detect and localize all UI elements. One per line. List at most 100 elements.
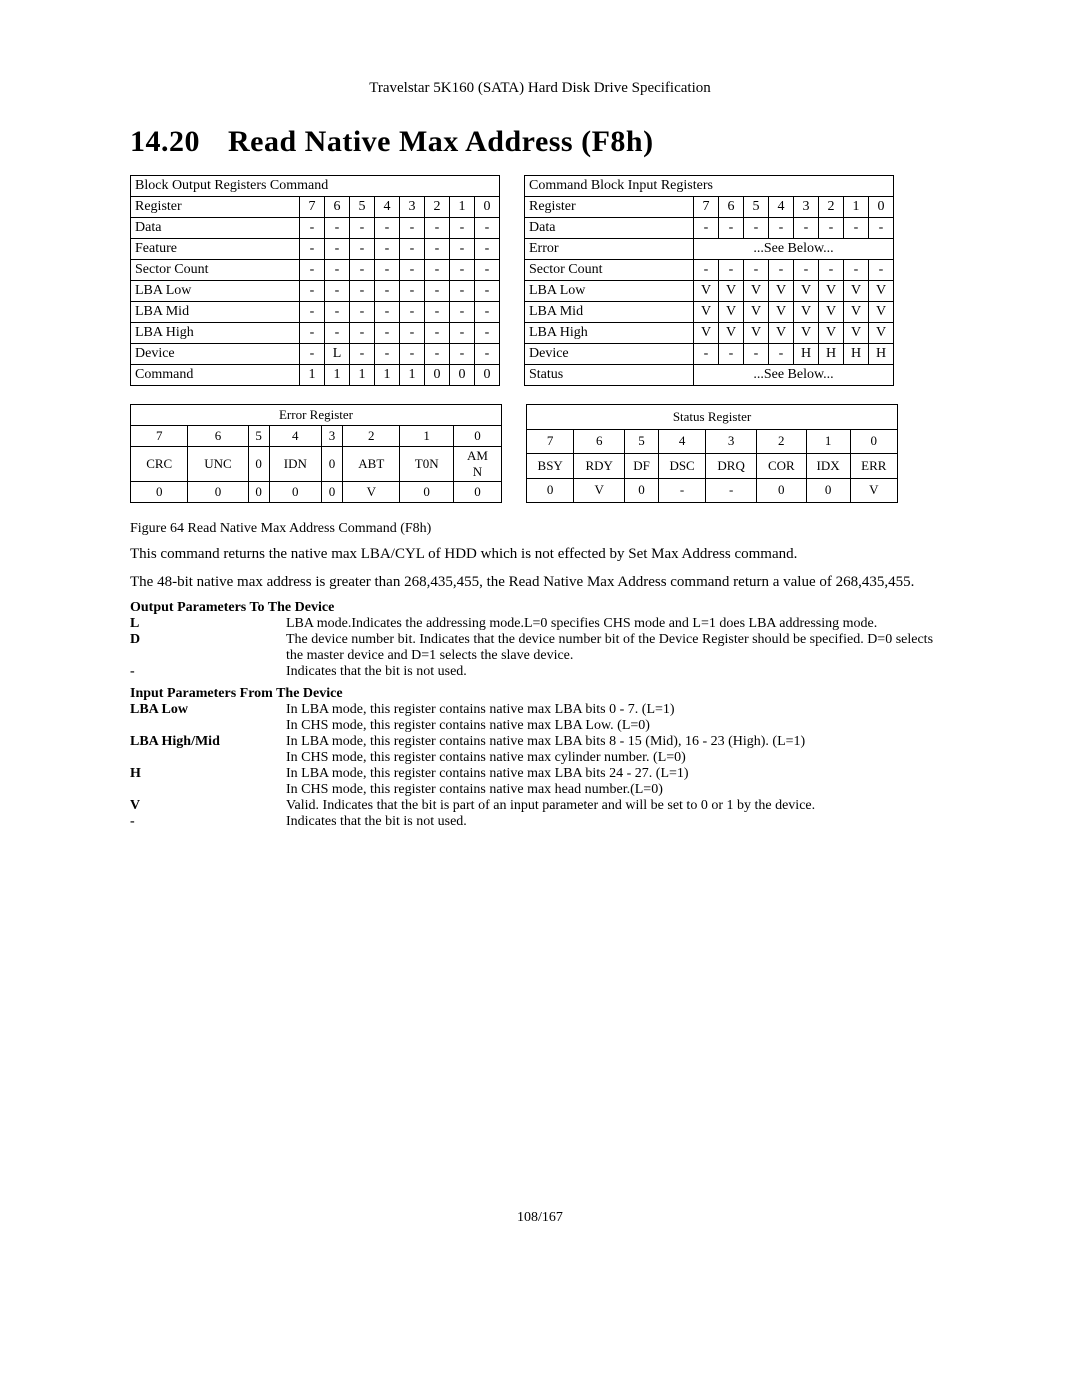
bit-header: 5 (744, 197, 769, 218)
row-label: Command (131, 365, 300, 386)
row-label: Data (525, 218, 694, 239)
register-label: Register (131, 197, 300, 218)
bit-cell: - (325, 281, 350, 302)
bit-num: 1 (806, 429, 850, 454)
bit-cell: - (475, 239, 500, 260)
param-key: LBA Low (130, 702, 286, 734)
bits-title: Error Register (131, 405, 502, 426)
param-desc: In LBA mode, this register contains nati… (286, 734, 821, 766)
bit-cell: - (694, 260, 719, 281)
bit-num: 0 (453, 426, 501, 447)
bit-cell: V (719, 323, 744, 344)
page-footer: 108/167 (130, 1210, 950, 1226)
bit-header: 3 (794, 197, 819, 218)
param-key: - (130, 664, 286, 680)
error-register-table: Error Register76543210CRCUNC0IDN0ABTT0NA… (130, 404, 502, 503)
bit-value: 0 (527, 478, 574, 503)
see-below-cell: ...See Below... (694, 365, 894, 386)
bit-cell: 1 (350, 365, 375, 386)
bit-name: DSC (658, 454, 705, 479)
output-registers-table: Block Output Registers CommandRegister76… (130, 175, 500, 386)
bit-cell: - (475, 260, 500, 281)
bit-cell: - (694, 344, 719, 365)
bit-cell: - (425, 281, 450, 302)
param-key: H (130, 766, 286, 798)
bit-value: 0 (806, 478, 850, 503)
bit-cell: - (400, 344, 425, 365)
bit-cell: - (375, 218, 400, 239)
bit-header: 6 (719, 197, 744, 218)
bit-cell: - (475, 218, 500, 239)
bit-cell: - (450, 239, 475, 260)
row-label: Device (525, 344, 694, 365)
bit-cell: V (844, 323, 869, 344)
bit-header: 6 (325, 197, 350, 218)
bit-num: 7 (527, 429, 574, 454)
bit-cell: - (400, 260, 425, 281)
bit-name: UNC (188, 447, 248, 482)
table-title: Block Output Registers Command (131, 176, 500, 197)
bit-header: 0 (869, 197, 894, 218)
bit-cell: - (300, 302, 325, 323)
bit-cell: V (769, 302, 794, 323)
bit-cell: - (450, 260, 475, 281)
row-label: Error (525, 239, 694, 260)
param-key: L (130, 616, 286, 632)
bit-name: DF (625, 454, 659, 479)
bit-cell: - (350, 281, 375, 302)
bit-value: 0 (321, 482, 342, 503)
output-params-table: LLBA mode.Indicates the addressing mode.… (130, 616, 950, 680)
bit-cell: V (844, 281, 869, 302)
bit-name: 0 (321, 447, 342, 482)
bit-header: 0 (475, 197, 500, 218)
bit-cell: V (769, 323, 794, 344)
param-key: LBA High/Mid (130, 734, 286, 766)
table-title: Command Block Input Registers (525, 176, 894, 197)
bit-value: 0 (269, 482, 321, 503)
bit-cell: H (844, 344, 869, 365)
bit-cell: - (375, 281, 400, 302)
bit-num: 3 (321, 426, 342, 447)
bit-num: 4 (269, 426, 321, 447)
bit-name: ERR (850, 454, 897, 479)
bit-cell: - (350, 302, 375, 323)
bit-name: RDY (574, 454, 625, 479)
bit-cell: - (819, 260, 844, 281)
bit-cell: V (744, 302, 769, 323)
bit-value: V (850, 478, 897, 503)
bit-cell: - (325, 218, 350, 239)
bit-value: 0 (131, 482, 188, 503)
bit-num: 6 (188, 426, 248, 447)
bit-cell: 1 (300, 365, 325, 386)
bit-num: 6 (574, 429, 625, 454)
bit-num: 5 (625, 429, 659, 454)
bit-cell: - (475, 344, 500, 365)
bit-cell: V (744, 323, 769, 344)
bit-cell: - (769, 260, 794, 281)
bit-cell: - (769, 218, 794, 239)
bit-value: V (343, 482, 400, 503)
bit-cell: - (744, 260, 769, 281)
bit-cell: 1 (375, 365, 400, 386)
bit-cell: - (300, 239, 325, 260)
bit-name: DRQ (706, 454, 757, 479)
row-label: LBA High (525, 323, 694, 344)
bit-num: 4 (658, 429, 705, 454)
bit-cell: - (694, 218, 719, 239)
bit-cell: - (300, 281, 325, 302)
bit-header: 7 (300, 197, 325, 218)
param-desc: In LBA mode, this register contains nati… (286, 702, 821, 734)
bit-cell: - (719, 344, 744, 365)
bit-cell: V (869, 302, 894, 323)
bit-cell: - (325, 302, 350, 323)
bit-header: 2 (819, 197, 844, 218)
bit-cell: - (475, 302, 500, 323)
param-desc: LBA mode.Indicates the addressing mode.L… (286, 616, 950, 632)
param-desc: Valid. Indicates that the bit is part of… (286, 798, 821, 814)
bit-num: 7 (131, 426, 188, 447)
bit-cell: V (694, 302, 719, 323)
bit-header: 1 (450, 197, 475, 218)
param-desc: Indicates that the bit is not used. (286, 814, 821, 830)
bit-cell: - (450, 323, 475, 344)
bit-cell: - (819, 218, 844, 239)
